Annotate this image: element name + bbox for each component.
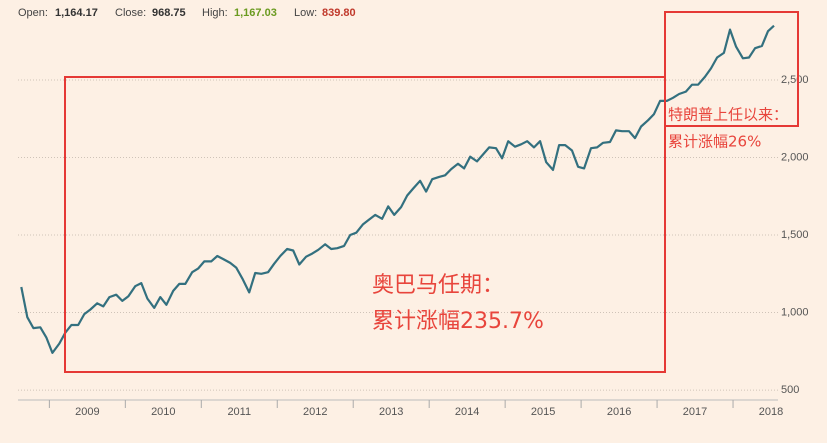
x-tick-label: 2009: [75, 406, 99, 418]
obama-box: [64, 76, 666, 373]
x-tick-label: 2014: [455, 406, 479, 418]
y-tick-label: 1,000: [781, 306, 809, 318]
open-label: Open:: [18, 7, 48, 19]
annotation: 累计涨幅235.7%: [372, 309, 544, 334]
annotation: 特朗普上任以来：: [668, 106, 788, 124]
x-tick-label: 2011: [227, 406, 251, 418]
close-value: 968.75: [152, 7, 186, 19]
x-tick-label: 2012: [303, 406, 327, 418]
x-tick-label: 2017: [683, 406, 707, 418]
open-value: 1,164.17: [55, 7, 98, 19]
high-label: High:: [202, 7, 228, 19]
trump-box: [664, 11, 799, 127]
annotation: 累计涨幅26%: [668, 133, 761, 151]
x-tick-label: 2016: [607, 406, 631, 418]
low-value: 839.80: [322, 7, 356, 19]
price-line: [20, 24, 775, 354]
x-tick-label: 2015: [531, 406, 555, 418]
y-tick-label: 1,500: [781, 229, 809, 241]
close-label: Close:: [115, 7, 146, 19]
y-tick-label: 2,500: [781, 74, 809, 86]
y-tick-label: 500: [781, 384, 799, 396]
x-tick-label: 2013: [379, 406, 403, 418]
high-value: 1,167.03: [234, 7, 277, 19]
x-tick-label: 2018: [759, 406, 783, 418]
y-tick-label: 2,000: [781, 151, 809, 163]
annotation: 奥巴马任期：: [372, 273, 504, 298]
x-tick-label: 2010: [151, 406, 175, 418]
low-label: Low:: [294, 7, 317, 19]
